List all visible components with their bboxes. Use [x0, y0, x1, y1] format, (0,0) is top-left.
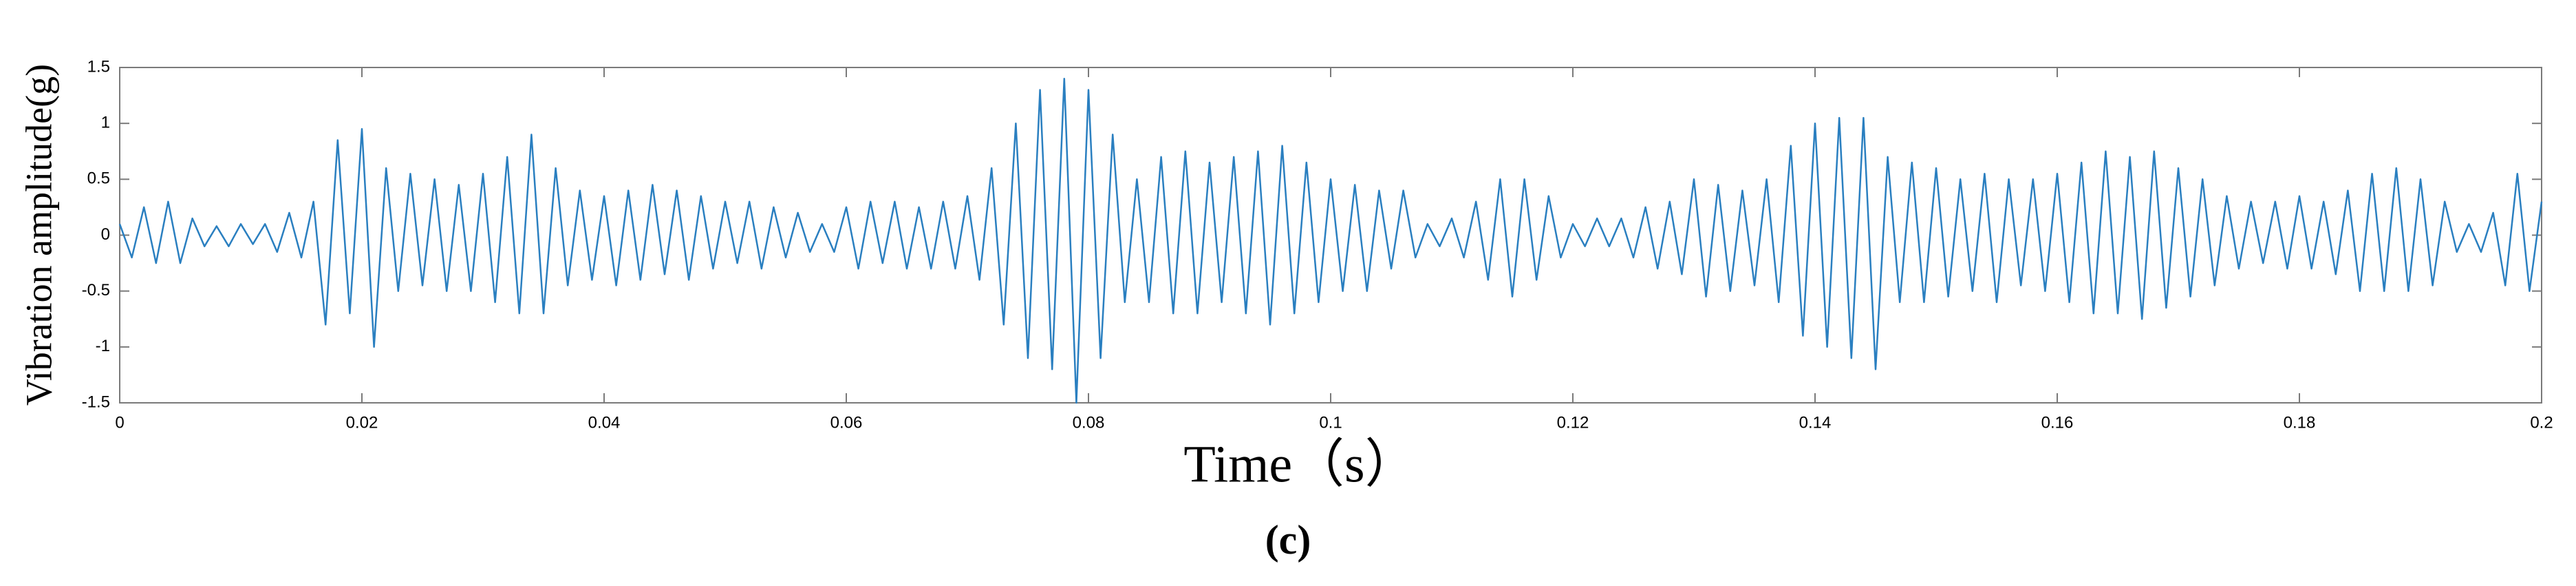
- y-tick-label: 0: [101, 225, 110, 244]
- y-tick-label: 1: [101, 114, 110, 132]
- x-tick-label: 0.16: [2041, 413, 2074, 432]
- plot-frame: [119, 67, 2542, 404]
- x-tick-label: 0.04: [588, 413, 621, 432]
- x-tick-label: 0.12: [1557, 413, 1589, 432]
- x-tick-label: 0.02: [346, 413, 378, 432]
- x-axis-label: Time（s）: [1183, 435, 1417, 493]
- x-tick-label: 0.1: [1319, 413, 1342, 432]
- y-tick-label: -0.5: [82, 281, 110, 300]
- x-tick-label: 0.18: [2284, 413, 2316, 432]
- x-tick-label: 0.14: [1799, 413, 1832, 432]
- x-tick-label: 0.08: [1073, 413, 1105, 432]
- y-tick-label: 1.5: [87, 57, 110, 76]
- y-tick-label: 0.5: [87, 169, 110, 188]
- y-tick-label: -1.5: [82, 393, 110, 411]
- y-axis-label: Vibration amplitude(g): [18, 64, 59, 406]
- x-tick-label: 0.2: [2530, 413, 2553, 432]
- signal-line: [118, 77, 2543, 404]
- x-tick-label: 0.06: [830, 413, 863, 432]
- x-tick-label: 0: [115, 413, 124, 432]
- y-tick-label: -1: [96, 337, 110, 355]
- caption: (c): [1265, 517, 1311, 563]
